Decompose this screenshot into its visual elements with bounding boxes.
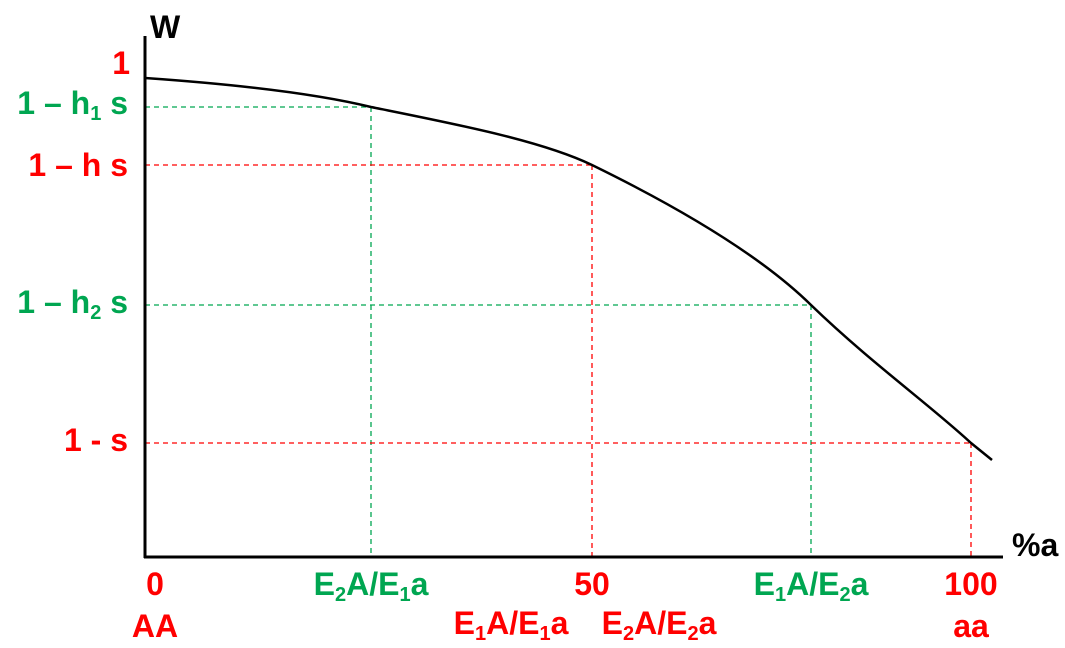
x-label-zero: 0	[146, 566, 164, 602]
y-label-h: 1 – h s	[28, 147, 128, 183]
fitness-curve	[144, 76, 993, 461]
y-axis-title: W	[150, 9, 181, 45]
y-label-s: 1 - s	[64, 422, 128, 458]
y-label-h1: 1 – h1 s	[17, 85, 128, 125]
y-label-h2: 1 – h2 s	[17, 284, 128, 324]
x-label-e2a-e2a: E2A/E2a	[602, 605, 717, 645]
x-axis-title: %a	[1012, 527, 1058, 563]
x-label-AA: AA	[132, 608, 178, 644]
x-label-fifty: 50	[574, 566, 610, 602]
x-label-e2a-e1a: E2A/E1a	[314, 566, 429, 606]
x-label-e1a-e1a: E1A/E1a	[454, 605, 569, 645]
x-label-e1a-e2a: E1A/E2a	[754, 566, 869, 606]
x-label-hundred: 100	[944, 566, 997, 602]
x-label-aa: aa	[953, 608, 989, 644]
y-label-one: 1	[112, 45, 130, 81]
